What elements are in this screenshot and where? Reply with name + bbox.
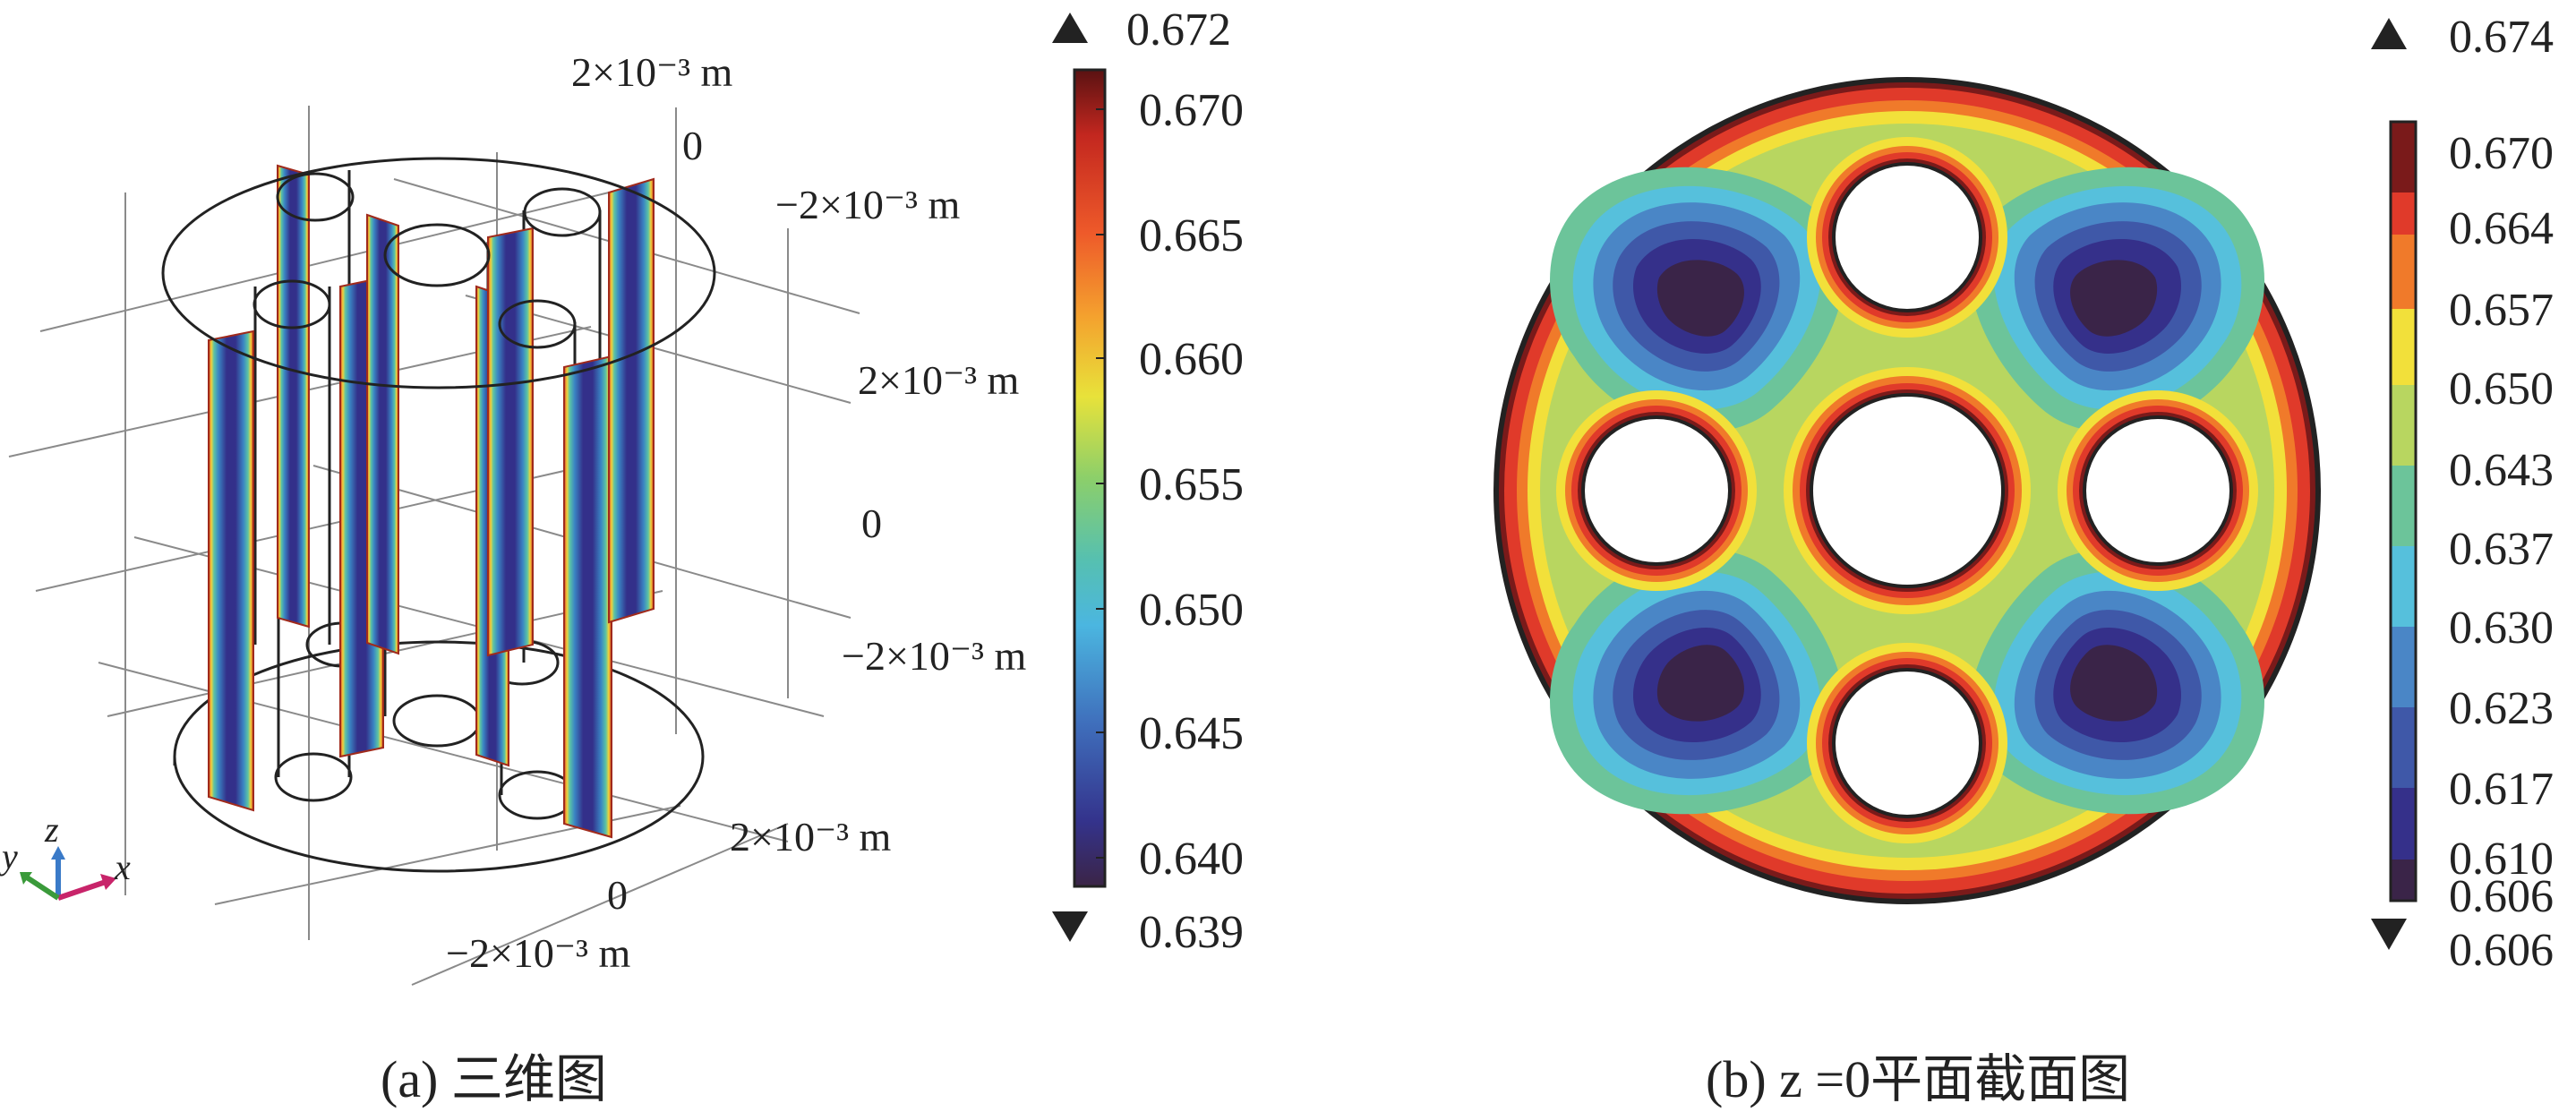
bottom-axis-label-neg: −2×10⁻³ m — [446, 930, 630, 976]
colorbar-b: 0.674 0.670 0.664 0.657 0.650 0.643 0.637 0.63… — [2371, 12, 2554, 976]
hole-right — [2058, 390, 2258, 591]
slab — [608, 177, 655, 624]
axis-labels: 2×10⁻³ m 0 −2×10⁻³ m 2×10⁻³ m 0 −2×10⁻³ … — [446, 49, 1026, 976]
colorbar-b-bands — [2391, 122, 2416, 901]
colorbar-a-tick-label: 0.655 — [1139, 459, 1244, 510]
colorbar-b-max-label: 0.674 — [2449, 12, 2554, 63]
colorbar-b-tick-label: 0.664 — [2449, 203, 2554, 254]
colorbar-b-tick-label: 0.650 — [2449, 364, 2554, 415]
triad-y-label: y — [0, 836, 18, 877]
hole-bottom — [1807, 643, 2007, 843]
colorbar-a-tick-label: 0.670 — [1139, 85, 1244, 136]
colorbar-b-tick-label: 0.643 — [2449, 445, 2554, 496]
colorbar-a-tick-label: 0.665 — [1139, 210, 1244, 261]
colorbar-b-tick-label: 0.606 — [2449, 871, 2554, 922]
top-disk — [161, 157, 716, 389]
colorbar-b-band — [2391, 385, 2416, 466]
colorbar-a-tick-label: 0.645 — [1139, 708, 1244, 759]
panel-a-3d-view: 2×10⁻³ m 0 −2×10⁻³ m 2×10⁻³ m 0 −2×10⁻³ … — [0, 49, 1026, 986]
panel-b-cross-section — [1493, 77, 2321, 904]
colorbar-a-tick-label: 0.660 — [1139, 334, 1244, 385]
colorbar-b-band — [2391, 860, 2416, 901]
axis-triad-icon: z y x — [0, 809, 131, 901]
bottom-axis-label-pos: 2×10⁻³ m — [730, 814, 892, 860]
colorbar-a-tick-label: 0.650 — [1139, 585, 1244, 636]
colorbar-b-tick-label: 0.610 — [2449, 834, 2554, 885]
colorbar-b-band — [2391, 627, 2416, 707]
caption-panel-b: (b) z =0平面截面图 — [1706, 1050, 2131, 1108]
caption-panel-a: (a) 三维图 — [381, 1050, 607, 1108]
colorbar-a: 0.672 0.670 0.665 0.660 0.655 0.650 0.645 0.64… — [1052, 4, 1244, 958]
colorbar-b-min-triangle — [2371, 919, 2407, 950]
colorbar-b-band — [2391, 546, 2416, 627]
colorbar-b-band — [2391, 309, 2416, 385]
colorbar-a-bar — [1073, 68, 1107, 888]
colorbar-a-min-label: 0.639 — [1139, 907, 1244, 958]
colorbar-b-min-label: 0.606 — [2449, 925, 2554, 976]
colorbar-b-band — [2391, 235, 2416, 309]
colorbar-a-max-label: 0.672 — [1126, 4, 1231, 56]
colorbar-b-tick-label: 0.657 — [2449, 285, 2554, 336]
colorbar-a-tick-label: 0.640 — [1139, 834, 1244, 885]
colorbar-b-tick-label: 0.670 — [2449, 128, 2554, 179]
top-holes — [252, 172, 602, 349]
z-axis-label-zero: 0 — [861, 500, 882, 546]
top-axis-label-pos: 2×10⁻³ m — [571, 49, 733, 95]
colorbar-a-min-triangle — [1052, 911, 1088, 942]
colorbar-b-tick-label: 0.623 — [2449, 683, 2554, 734]
slabs — [208, 164, 655, 839]
triad-z-label: z — [44, 809, 59, 850]
section-holes — [1556, 137, 2258, 843]
hole-center — [1784, 367, 2031, 614]
colorbar-b-tick-label: 0.637 — [2449, 524, 2554, 575]
colorbar-b-band — [2391, 192, 2416, 235]
colorbar-b-ticks: 0.670 0.664 0.657 0.650 0.643 0.637 0.630 0.623… — [2449, 128, 2554, 922]
top-axis-label-neg: −2×10⁻³ m — [775, 182, 960, 227]
top-axis-label-zero: 0 — [682, 123, 703, 168]
hole-top — [1807, 137, 2007, 338]
slab — [563, 355, 612, 839]
colorbar-b-band — [2391, 707, 2416, 788]
cold-lobes — [1550, 167, 2264, 815]
slab — [366, 213, 399, 655]
triad-x-label: x — [114, 847, 131, 887]
colorbar-a-ticks: 0.670 0.665 0.660 0.655 0.650 0.645 0.640 — [1096, 85, 1244, 885]
colorbar-b-max-triangle — [2371, 18, 2407, 49]
bottom-axis-label-zero: 0 — [607, 872, 628, 918]
colorbar-b-band — [2391, 466, 2416, 546]
slab — [277, 164, 310, 629]
colorbar-b-tick-label: 0.630 — [2449, 603, 2554, 654]
z-axis-label-neg: −2×10⁻³ m — [842, 633, 1026, 679]
colorbar-b-band — [2391, 122, 2416, 192]
z-axis-label-pos: 2×10⁻³ m — [858, 357, 1020, 403]
colorbar-b-bar — [2389, 120, 2418, 902]
slab — [208, 329, 254, 812]
colorbar-a-max-triangle — [1052, 13, 1088, 43]
hole-left — [1556, 390, 1757, 591]
colorbar-b-band — [2391, 788, 2416, 860]
colorbar-b-tick-label: 0.617 — [2449, 764, 2554, 815]
slab — [487, 227, 534, 657]
